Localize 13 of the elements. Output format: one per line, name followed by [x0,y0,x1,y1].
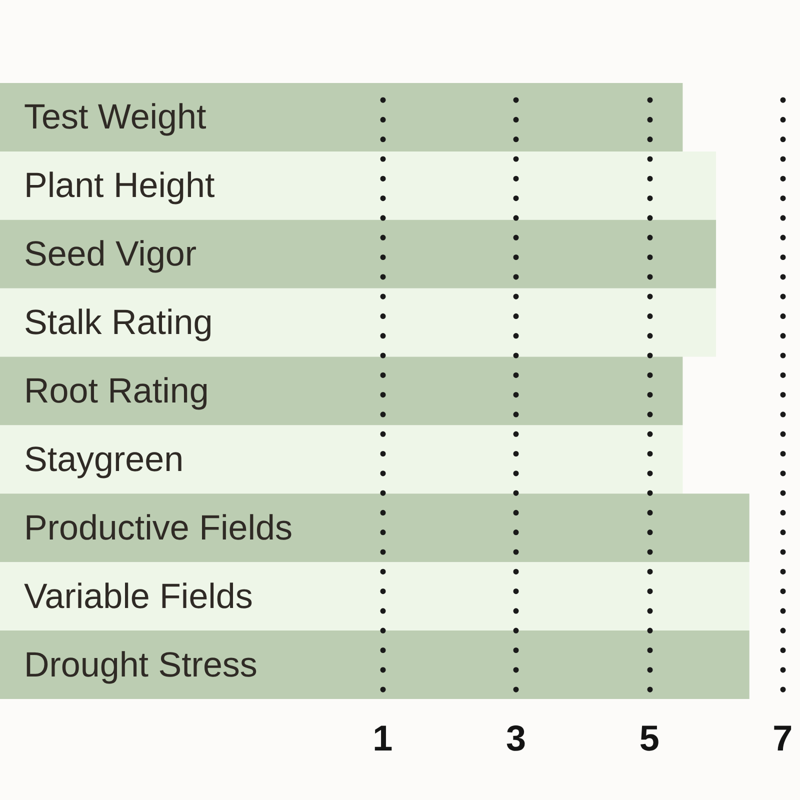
y-tick-label: Stalk Rating [24,303,213,342]
x-tick-label: 3 [506,718,526,758]
y-tick-label: Plant Height [24,166,215,206]
x-tick-label: 1 [372,718,393,758]
y-tick-label: Variable Fields [24,576,253,616]
x-tick-label: 5 [639,718,660,758]
y-tick-label: Seed Vigor [24,234,197,274]
y-tick-label: Staygreen [24,440,184,479]
y-tick-label: Root Rating [24,372,209,410]
y-tick-label: Drought Stress [24,645,258,684]
x-tick-label: 7 [772,718,793,758]
y-tick-label: Productive Fields [24,508,292,548]
y-tick-label: Test Weight [24,98,206,137]
